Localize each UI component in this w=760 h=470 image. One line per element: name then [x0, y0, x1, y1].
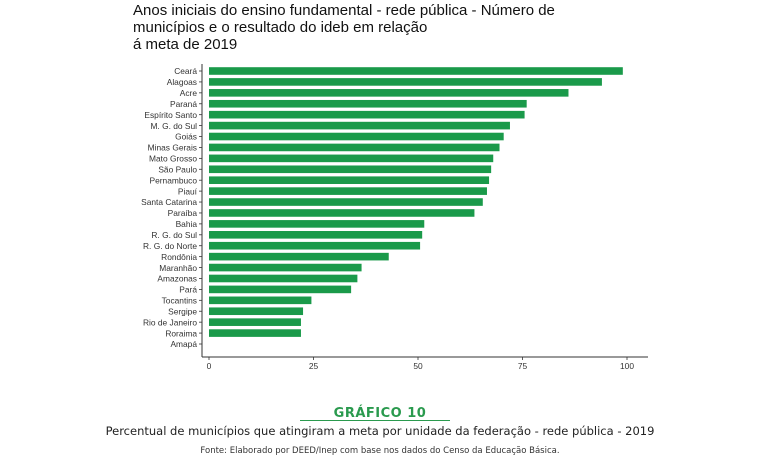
y-tick-label: Bahia	[176, 219, 198, 229]
figure-label: GRÁFICO 10	[333, 406, 427, 421]
y-tick-label: Maranhão	[159, 263, 197, 273]
y-tick-label: Santa Catarina	[141, 197, 197, 207]
y-tick-label: Paraíba	[168, 208, 198, 218]
bar	[209, 307, 304, 316]
y-tick-label: R. G. do Sul	[151, 230, 197, 240]
y-tick-label: Minas Gerais	[148, 143, 197, 153]
y-tick-label: Rio de Janeiro	[143, 317, 197, 327]
chart-title: Anos iniciais do ensino fundamental - re…	[133, 2, 555, 53]
bar	[209, 110, 525, 119]
bar	[209, 176, 490, 184]
y-tick-label: São Paulo	[158, 164, 197, 174]
figure-source: Fonte: Elaborado por DEED/Inep com base …	[200, 446, 560, 456]
y-tick-label: Amazonas	[157, 274, 197, 284]
bar	[209, 220, 425, 228]
bar	[209, 241, 421, 250]
y-tick-label: Roraima	[165, 328, 197, 338]
y-tick-label: Pernambuco	[150, 175, 198, 185]
bar	[209, 285, 352, 294]
bar	[209, 78, 602, 86]
figure-label-rule	[300, 420, 450, 421]
bar	[209, 143, 500, 152]
y-tick-label: Piauí	[178, 186, 198, 196]
bar	[209, 209, 475, 217]
bar	[209, 263, 362, 272]
y-tick-label: Mato Grosso	[149, 154, 197, 164]
bar	[209, 154, 494, 163]
y-tick-label: Sergipe	[168, 306, 197, 316]
bar	[209, 274, 358, 283]
bar	[209, 67, 623, 75]
y-tick-label: Goiás	[175, 132, 197, 142]
x-tick-label: 50	[413, 361, 423, 371]
y-tick-label: Amapá	[170, 339, 197, 349]
bar	[209, 231, 423, 239]
y-tick-label: Pará	[179, 285, 197, 295]
bar	[209, 89, 569, 97]
x-tick-label: 75	[518, 361, 528, 371]
bar	[209, 165, 492, 174]
y-tick-label: Espírito Santo	[144, 110, 197, 120]
bar	[209, 187, 487, 195]
y-tick-label: Rondônia	[161, 252, 197, 262]
bar	[209, 132, 504, 141]
y-tick-label: Paraná	[170, 99, 197, 109]
figure-caption: Percentual de municípios que atingiram a…	[105, 424, 655, 438]
bar	[209, 296, 312, 305]
y-tick-label: Acre	[180, 88, 198, 98]
y-tick-label: M. G. do Sul	[150, 121, 197, 131]
x-tick-label: 25	[309, 361, 319, 371]
y-tick-label: Ceará	[174, 66, 197, 76]
bar	[209, 99, 527, 108]
y-tick-label: R. G. do Norte	[143, 241, 197, 251]
y-tick-label: Alagoas	[167, 77, 197, 87]
bar	[209, 198, 483, 206]
y-tick-label: Tocantins	[162, 296, 197, 306]
bar	[209, 318, 301, 326]
bar	[209, 121, 510, 130]
bar	[209, 252, 389, 261]
x-tick-label: 0	[207, 361, 212, 371]
bar	[209, 329, 301, 337]
x-tick-label: 100	[620, 361, 634, 371]
